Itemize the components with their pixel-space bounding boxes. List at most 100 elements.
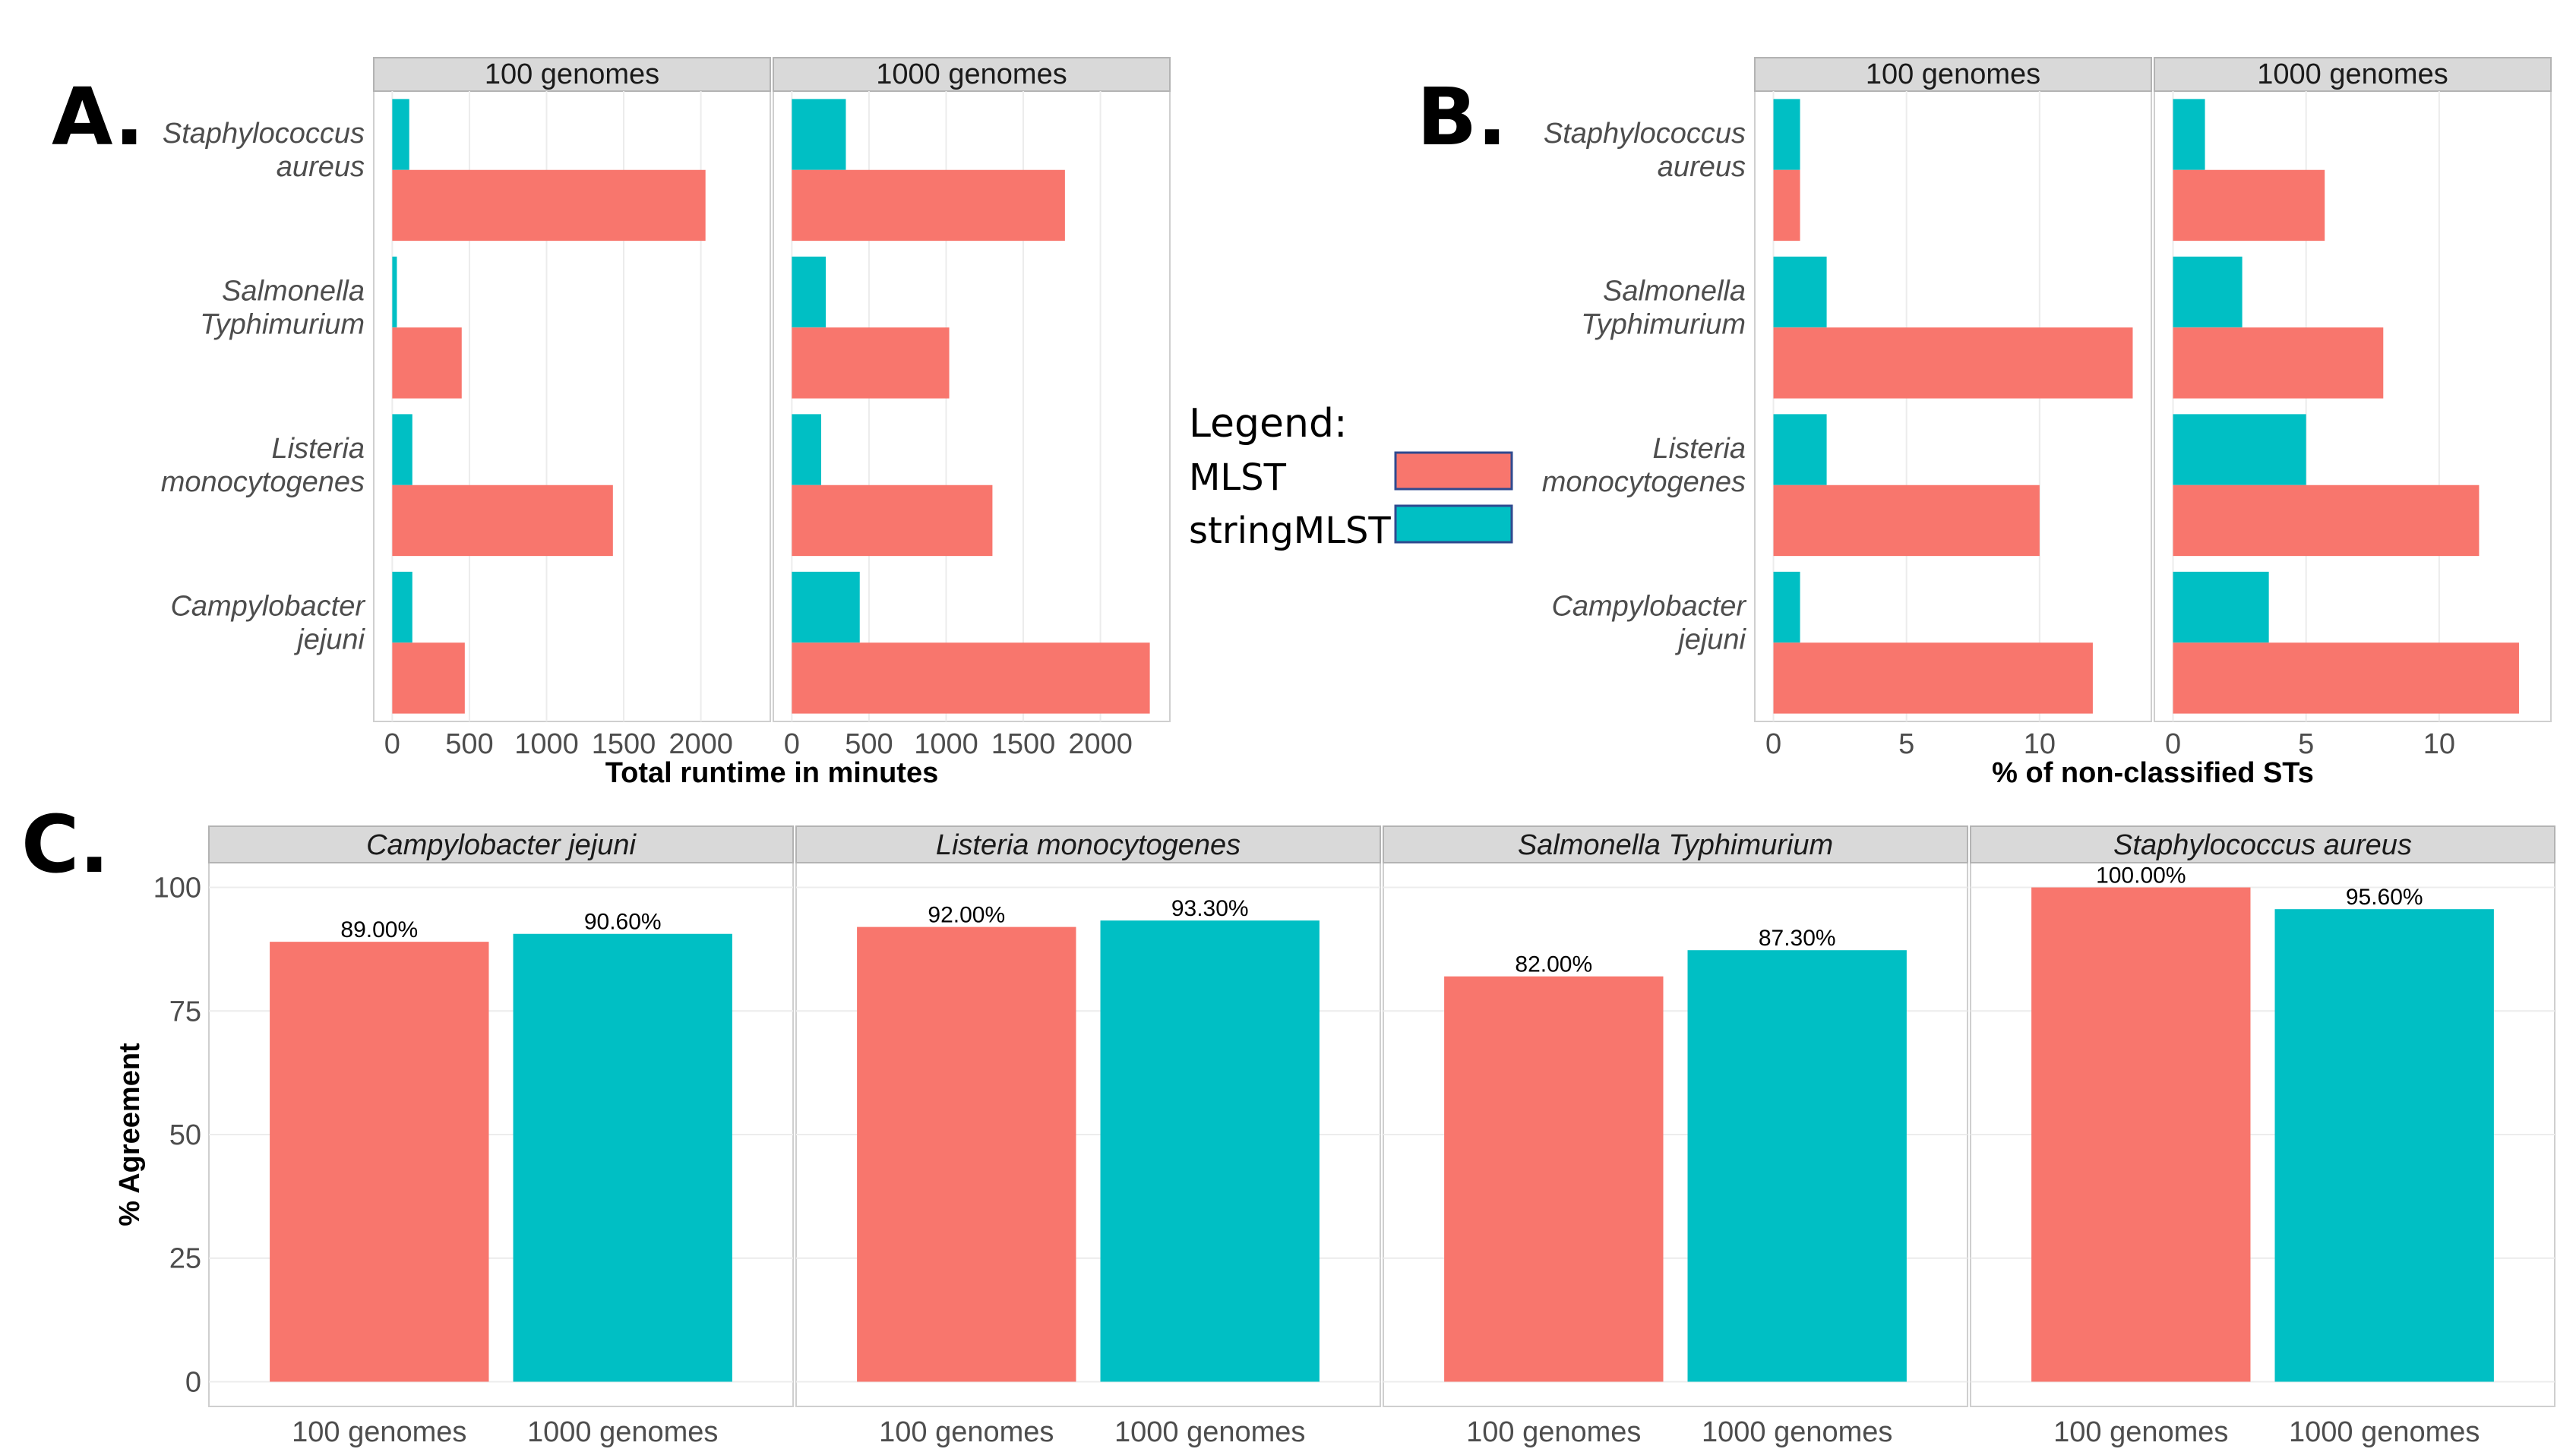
- x-axis-title: Total runtime in minutes: [605, 757, 938, 789]
- panel-a: 100 genomes 0 500 1000 1500 2000 1000 genomes 0…: [161, 57, 1171, 789]
- bar-staphylococcus-aureus-1000-genomes: [2274, 909, 2494, 1382]
- legend-label-mlst: MLST: [1189, 456, 1287, 499]
- bar-stringmlst-listeria-monocytogenes: [392, 414, 412, 485]
- bar-mlst-salmonella-typhimurium: [2173, 327, 2384, 399]
- facet-title: 1000 genomes: [2257, 58, 2448, 90]
- category-label: Listeria: [1653, 433, 1746, 465]
- category-label: Staphylococcus: [163, 118, 365, 150]
- category-label: Staphylococcus: [1544, 118, 1746, 150]
- bar-mlst-listeria-monocytogenes: [2173, 485, 2480, 557]
- x-tick-label: 0: [1765, 728, 1781, 760]
- facet-strip: [208, 825, 794, 863]
- category-label: aureus: [1658, 151, 1746, 183]
- bar-mlst-staphylococcus-aureus: [392, 169, 706, 241]
- x-tick-label: 5: [1898, 728, 1914, 760]
- bar-mlst-campylobacter-jejuni: [2173, 642, 2519, 714]
- y-tick-label: 100: [153, 873, 201, 904]
- facet-strip: [1383, 825, 1968, 863]
- bar-stringmlst-listeria-monocytogenes: [792, 414, 821, 485]
- panel-letter-c: C.: [21, 798, 109, 891]
- x-tick-label: 1000 genomes: [2289, 1416, 2480, 1448]
- panel-c: Campylobacter jejuni 89.00% 100 genomes 90.…: [114, 825, 2555, 1448]
- x-tick-label: 0: [384, 728, 400, 760]
- data-label: 82.00%: [1515, 952, 1592, 977]
- x-tick-label: 100 genomes: [292, 1416, 466, 1448]
- category-label: jejuni: [1674, 623, 1746, 655]
- x-tick-label: 1000 genomes: [1114, 1416, 1305, 1448]
- bar-mlst-campylobacter-jejuni: [1773, 642, 2093, 714]
- bar-mlst-salmonella-typhimurium: [792, 327, 950, 399]
- bar-salmonella-typhimurium-1000-genomes: [1687, 950, 1907, 1382]
- bar-stringmlst-staphylococcus-aureus: [2173, 99, 2205, 170]
- x-tick-label: 1500: [592, 728, 656, 760]
- bar-mlst-staphylococcus-aureus: [792, 169, 1065, 241]
- x-tick-label: 100 genomes: [879, 1416, 1054, 1448]
- panel-letter-b: B.: [1417, 71, 1507, 163]
- bar-mlst-listeria-monocytogenes: [792, 485, 993, 557]
- bar-mlst-campylobacter-jejuni: [392, 642, 465, 714]
- panel-b: 100 genomes 0 5 10 1000 genomes 0 5 10 Staphyloc…: [1542, 57, 2552, 789]
- bar-stringmlst-campylobacter-jejuni: [1773, 571, 1800, 643]
- bar-stringmlst-salmonella-typhimurium: [392, 256, 397, 328]
- bar-stringmlst-campylobacter-jejuni: [2173, 571, 2269, 643]
- x-tick-label: 10: [2423, 728, 2455, 760]
- x-tick-label: 1500: [991, 728, 1056, 760]
- bar-stringmlst-listeria-monocytogenes: [2173, 414, 2306, 485]
- facet-title: 100 genomes: [485, 58, 659, 90]
- legend-title: Legend:: [1189, 401, 1348, 447]
- x-tick-label: 5: [2298, 728, 2314, 760]
- bar-stringmlst-salmonella-typhimurium: [2173, 256, 2243, 328]
- legend: Legend: MLST stringMLST: [1189, 401, 1513, 552]
- category-label: Listeria: [272, 433, 365, 465]
- facet-strip: [1754, 57, 2152, 92]
- category-label: Salmonella: [1603, 275, 1746, 307]
- data-label: 90.60%: [584, 910, 662, 935]
- facet-strip: [2154, 57, 2552, 92]
- facet-strip: [773, 57, 1171, 92]
- category-label: Salmonella: [222, 275, 365, 307]
- facet-strip: [795, 825, 1381, 863]
- bar-mlst-salmonella-typhimurium: [1773, 327, 2133, 399]
- x-tick-label: 2000: [1068, 728, 1133, 760]
- x-axis-title: % of non-classified STs: [1992, 757, 2314, 789]
- x-tick-label: 0: [2165, 728, 2181, 760]
- data-label: 100.00%: [2096, 863, 2186, 889]
- facet-title: Listeria monocytogenes: [936, 829, 1241, 861]
- category-label: monocytogenes: [1542, 466, 1746, 498]
- bar-mlst-campylobacter-jejuni: [792, 642, 1150, 714]
- facet-title: Staphylococcus aureus: [2113, 829, 2412, 861]
- facet-panel: [1754, 90, 2152, 722]
- bar-stringmlst-staphylococcus-aureus: [792, 99, 846, 170]
- x-tick-label: 2000: [668, 728, 733, 760]
- category-label: jejuni: [293, 623, 365, 655]
- legend-swatch-stringmlst: [1394, 504, 1513, 544]
- category-label: monocytogenes: [161, 466, 365, 498]
- bar-listeria-monocytogenes-1000-genomes: [1100, 920, 1320, 1382]
- x-tick-label: 500: [445, 728, 493, 760]
- category-label: Typhimurium: [1581, 308, 1746, 340]
- data-label: 92.00%: [928, 903, 1005, 928]
- data-label: 87.30%: [1759, 926, 1836, 951]
- bar-stringmlst-campylobacter-jejuni: [392, 571, 412, 643]
- bar-mlst-staphylococcus-aureus: [1773, 169, 1800, 241]
- bar-mlst-listeria-monocytogenes: [392, 485, 613, 557]
- bar-salmonella-typhimurium-100-genomes: [1444, 976, 1664, 1382]
- category-label: Campylobacter: [170, 590, 365, 622]
- bar-staphylococcus-aureus-100-genomes: [2031, 887, 2251, 1382]
- x-tick-label: 100 genomes: [2053, 1416, 2228, 1448]
- bar-mlst-staphylococcus-aureus: [2173, 169, 2325, 241]
- category-label: aureus: [277, 151, 365, 183]
- x-tick-label: 500: [845, 728, 893, 760]
- y-tick-label: 50: [169, 1119, 201, 1151]
- bar-listeria-monocytogenes-100-genomes: [857, 926, 1076, 1382]
- legend-label-stringmlst: stringMLST: [1189, 510, 1391, 552]
- bar-stringmlst-listeria-monocytogenes: [1773, 414, 1827, 485]
- y-axis-title: % Agreement: [114, 1043, 146, 1226]
- data-label: 93.30%: [1171, 896, 1249, 921]
- category-label: Typhimurium: [200, 308, 365, 340]
- x-tick-label: 1000 genomes: [527, 1416, 718, 1448]
- bar-campylobacter-jejuni-1000-genomes: [513, 933, 732, 1382]
- x-tick-label: 1000: [914, 728, 978, 760]
- data-label: 89.00%: [340, 917, 418, 942]
